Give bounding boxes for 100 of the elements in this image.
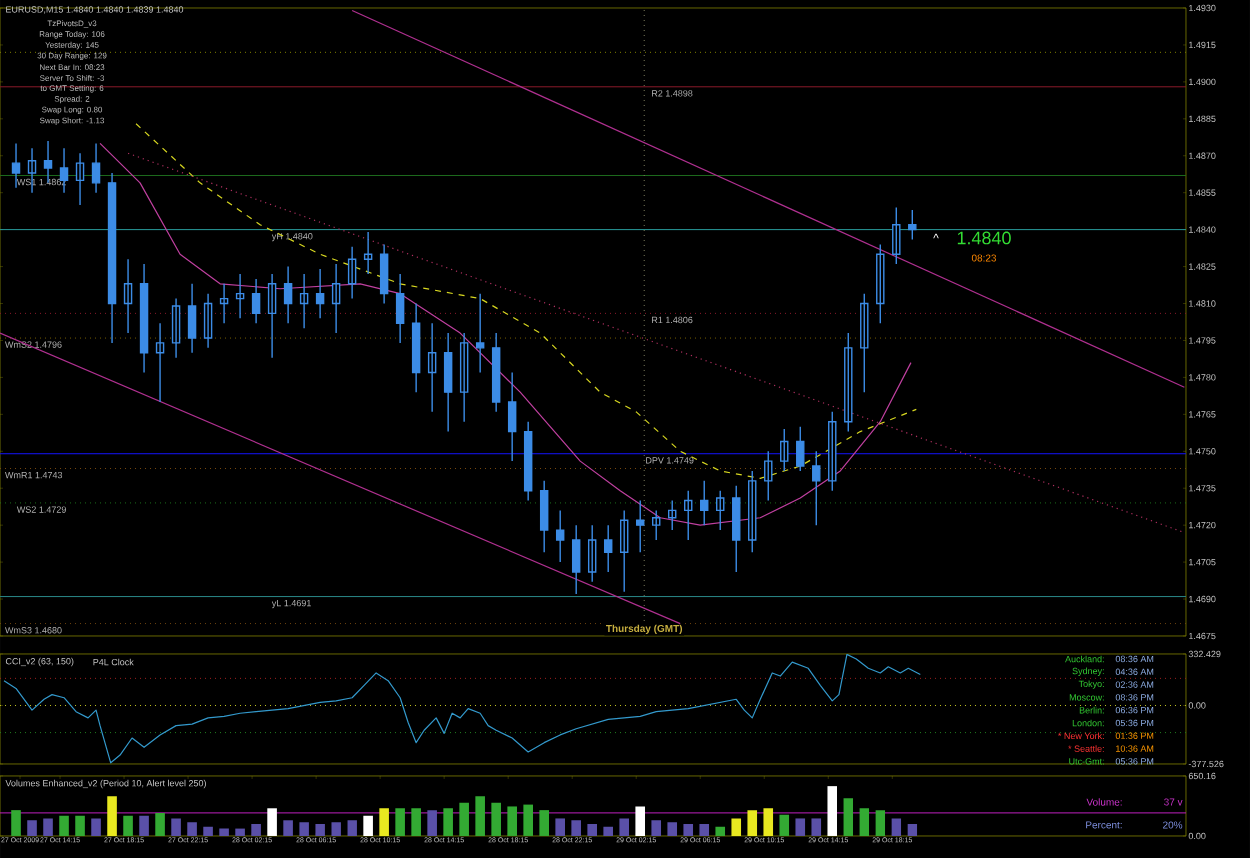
- candlestick: [363, 231, 373, 275]
- candlestick: [315, 268, 325, 319]
- bar: [699, 823, 710, 836]
- bar: [651, 820, 662, 836]
- candlestick: [251, 278, 261, 324]
- candlestick: [475, 292, 485, 374]
- candlestick: [812, 450, 821, 526]
- candlestick: [748, 470, 757, 553]
- candlestick: [571, 524, 581, 595]
- bar: [779, 814, 790, 836]
- bar: [299, 822, 309, 836]
- bar: [43, 818, 53, 836]
- bar: [891, 818, 902, 836]
- candlestick: [619, 509, 629, 593]
- candlestick: [587, 524, 597, 583]
- candlestick: [123, 258, 133, 334]
- candlestick: [652, 509, 661, 541]
- candlestick: [219, 283, 229, 324]
- candlestick: [171, 297, 181, 359]
- bar: [251, 823, 261, 836]
- bar: [363, 815, 373, 836]
- candlestick: [283, 265, 293, 324]
- candlestick: [267, 273, 277, 359]
- candlestick: [700, 480, 709, 526]
- bar: [443, 808, 453, 836]
- candlestick: [203, 292, 213, 349]
- bar: [11, 810, 21, 836]
- candlestick: [91, 142, 101, 194]
- bar: [395, 808, 405, 836]
- candlestick: [11, 142, 21, 189]
- candlestick: [379, 243, 389, 305]
- bar: [171, 818, 181, 836]
- candlestick: [331, 263, 341, 334]
- bar: [187, 822, 197, 836]
- bar: [107, 796, 117, 836]
- candlestick: [139, 263, 149, 374]
- bar: [411, 808, 421, 836]
- annotation: 1.4840: [957, 231, 1011, 245]
- candlestick: [443, 332, 453, 433]
- candlestick: [411, 302, 421, 393]
- candlestick: [764, 450, 773, 502]
- candlestick: [235, 273, 245, 319]
- candlestick: [539, 480, 549, 553]
- candlestick: [716, 489, 725, 531]
- bar: [587, 823, 597, 836]
- candlestick: [107, 172, 117, 344]
- candlestick: [347, 246, 357, 300]
- bar: [203, 826, 213, 836]
- candlestick: [828, 411, 837, 492]
- candlestick: [684, 489, 693, 541]
- bar: [763, 808, 774, 836]
- bar: [619, 818, 630, 836]
- candlestick: [507, 371, 517, 462]
- candlestick: [299, 273, 309, 329]
- bar: [283, 820, 293, 836]
- bar: [635, 806, 646, 836]
- candlestick: [780, 428, 789, 472]
- bar: [459, 802, 469, 836]
- bar: [315, 823, 325, 836]
- bar: [267, 808, 277, 836]
- candlestick: [796, 425, 805, 472]
- bar: [539, 810, 549, 836]
- bar: [555, 818, 565, 836]
- bar: [75, 815, 85, 836]
- bar: [27, 820, 37, 836]
- bar: [603, 826, 613, 836]
- bar: [747, 810, 758, 836]
- candlestick: [459, 332, 469, 423]
- bar: [219, 828, 229, 836]
- bar: [523, 804, 533, 836]
- candlestick: [523, 421, 533, 502]
- bar: [379, 808, 389, 836]
- bar: [571, 820, 581, 836]
- line-series: [99, 142, 912, 526]
- bar: [331, 822, 341, 836]
- candlestick: [555, 509, 565, 563]
- candlestick: [155, 322, 165, 403]
- candlestick: [603, 524, 613, 573]
- line-series: [135, 123, 917, 479]
- bar: [59, 815, 69, 836]
- bar: [795, 818, 806, 836]
- candlestick: [491, 332, 501, 413]
- candlestick: [908, 209, 917, 241]
- candlestick: [732, 485, 741, 573]
- bar: [731, 818, 742, 836]
- bar: [859, 808, 870, 836]
- candlestick: [635, 499, 645, 553]
- bar: [875, 810, 886, 836]
- candlestick: [668, 499, 677, 531]
- bar: [155, 812, 165, 836]
- bar: [811, 818, 822, 836]
- candlestick: [860, 292, 869, 393]
- candlestick: [75, 152, 85, 206]
- bar: [347, 820, 357, 836]
- bar: [91, 818, 101, 836]
- bar: [667, 822, 678, 836]
- bar: [907, 823, 918, 836]
- bar: [475, 796, 485, 836]
- bar: [843, 798, 854, 836]
- bar: [123, 815, 133, 836]
